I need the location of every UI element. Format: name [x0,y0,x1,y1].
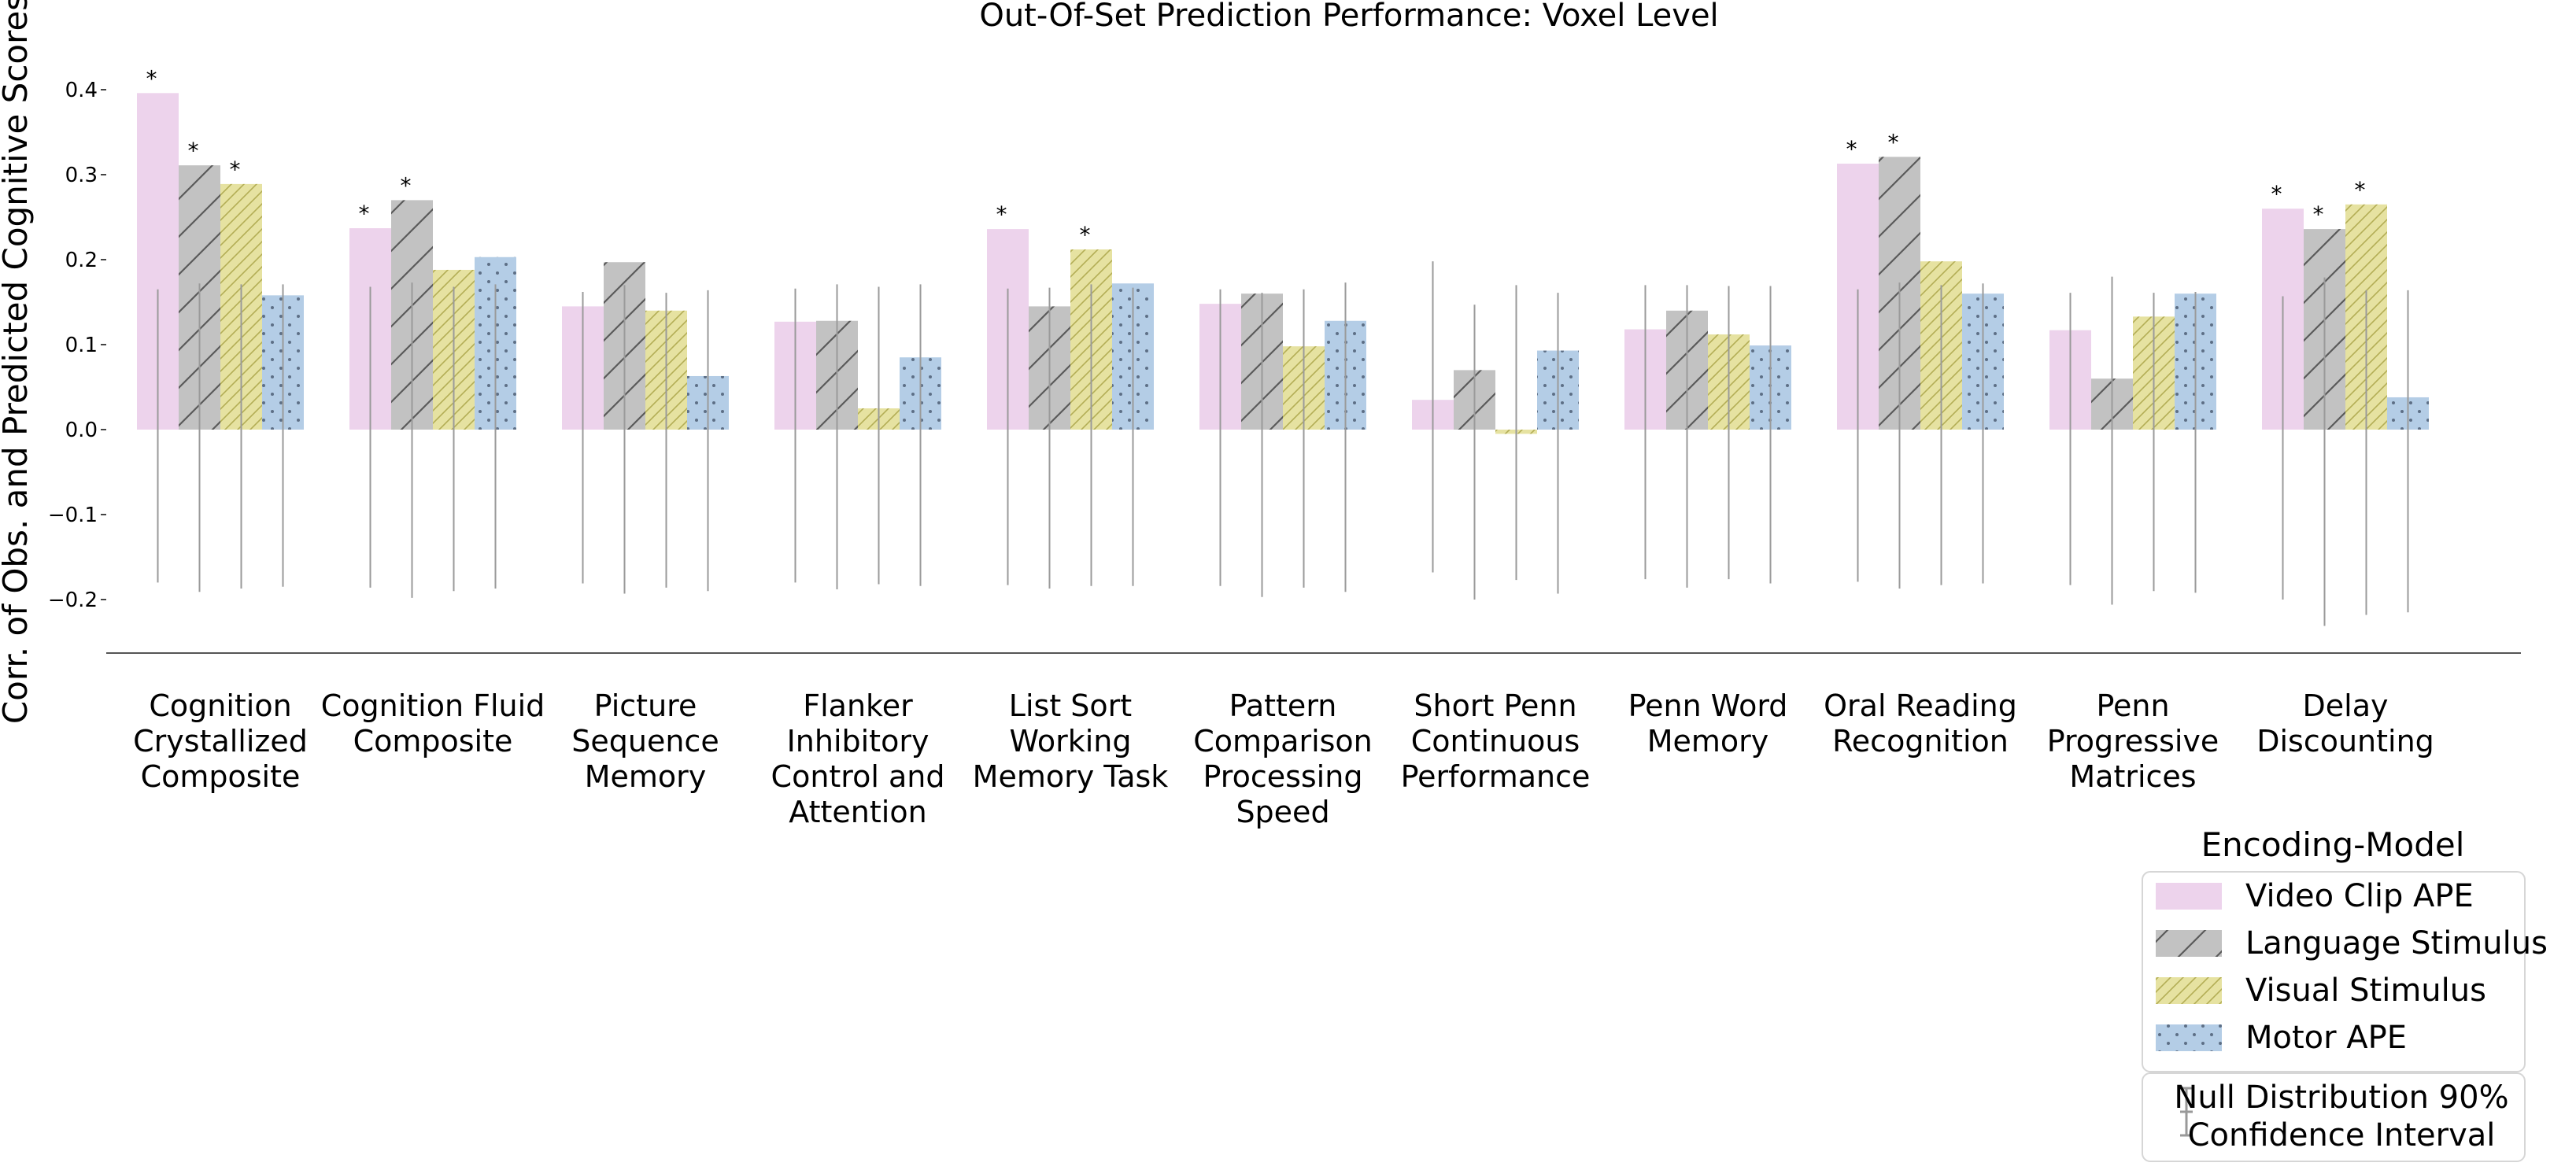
legend-ci-label-line2: Confidence Interval [2188,1117,2496,1153]
y-axis-label: Corr. of Obs. and Predicted Cognitive Sc… [0,0,35,724]
significance-marker: * [401,172,412,198]
significance-marker: * [188,138,199,164]
significance-marker: * [996,201,1007,227]
legend: Encoding-Model Video Clip APE Language St… [2142,825,2548,1162]
x-tick-label: Flanker Inhibitory Control and Attention [771,688,945,829]
significance-marker: * [2355,177,2366,203]
significance-marker: * [230,157,241,183]
significance-marker: * [146,65,157,91]
x-tick-label: Cognition Fluid Composite [321,688,545,758]
legend-item-video-clip-ape: Video Clip APE [2156,878,2474,914]
x-tick-label: Short Penn Continuous Performance [1401,688,1591,794]
y-tick-label: 0.0 [65,419,98,442]
legend-label: Video Clip APE [2245,878,2474,914]
error-bars [157,261,2409,626]
legend-box [2142,871,2526,1072]
legend-item-language-stimulus: Language Stimulus [2156,925,2548,961]
significance-marker: * [359,201,370,227]
legend-item-motor-ape: Motor APE [2156,1020,2407,1056]
y-tick-label: 0.2 [65,249,98,272]
legend-ci-label-line1: Null Distribution 90% [2174,1080,2508,1116]
legend-label: Motor APE [2245,1020,2407,1056]
y-tick-label: 0.1 [65,334,98,357]
x-tick-label: Oral Reading Recognition [1824,688,2017,758]
x-tick-label: Picture Sequence Memory [571,688,719,794]
x-axis-tick-labels: Cognition Crystallized CompositeCognition … [133,688,2434,829]
x-tick-label: Pattern Comparison Processing Speed [1193,688,1373,829]
legend-swatch [2156,883,2222,910]
significance-markers: * * * * * * * * * * * * [146,65,2366,248]
y-tick-label: 0.4 [65,79,98,102]
legend-items: Video Clip APE Language Stimulus Visual St… [2156,878,2548,1056]
x-tick-label: Delay Discounting [2256,688,2434,758]
x-tick-label: List Sort Working Memory Task [973,688,1169,794]
x-tick-label: Penn Progressive Matrices [2047,688,2219,794]
legend-label: Language Stimulus [2245,925,2548,961]
legend-title: Encoding-Model [2201,825,2465,864]
significance-marker: * [1846,136,1857,162]
y-tick-label: 0.3 [65,164,98,187]
chart-title: Out-Of-Set Prediction Performance: Voxel… [979,0,1718,34]
significance-marker: * [1888,129,1899,155]
x-tick-label: Penn Word Memory [1628,688,1788,758]
legend-ci-box [2142,1072,2526,1162]
legend-label: Visual Stimulus [2245,973,2486,1009]
significance-marker: * [1080,222,1091,248]
x-tick-label: Cognition Crystallized Composite [133,688,308,794]
bars [137,93,2429,434]
y-axis-ticks: −0.2 −0.1 0.0 0.1 0.2 0.3 0.4 [48,79,106,612]
legend-item-visual-stimulus: Visual Stimulus [2156,973,2486,1009]
significance-marker: * [2271,181,2282,207]
legend-ci-icon [2180,1087,2193,1137]
y-tick-label: −0.1 [48,504,98,527]
significance-marker: * [2313,201,2324,227]
y-tick-label: −0.2 [48,589,98,612]
